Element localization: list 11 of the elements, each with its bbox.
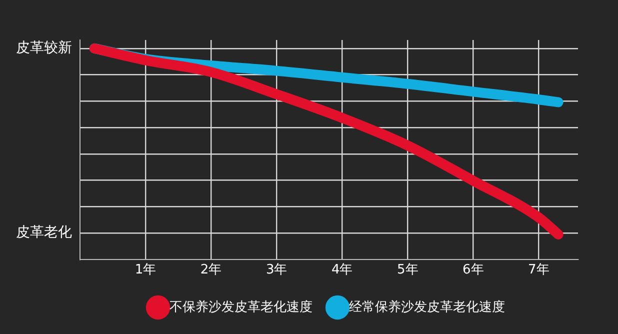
text: 皮革较新 bbox=[16, 40, 72, 56]
x-tick-label: 3年 bbox=[266, 262, 288, 278]
text: 皮革老化 bbox=[16, 224, 72, 241]
x-tick-label: 5年 bbox=[396, 262, 418, 278]
legend-label: 不保养沙发皮革老化速度 bbox=[170, 298, 312, 315]
x-tick-label: 7年 bbox=[528, 262, 550, 278]
x-tick-label: 4年 bbox=[331, 262, 353, 278]
legend-label: 经常保养沙发皮革老化速度 bbox=[349, 298, 505, 315]
x-tick-label: 2年 bbox=[200, 262, 222, 278]
x-tick-label: 1年 bbox=[134, 262, 156, 278]
x-tick-label: 6年 bbox=[462, 262, 484, 278]
